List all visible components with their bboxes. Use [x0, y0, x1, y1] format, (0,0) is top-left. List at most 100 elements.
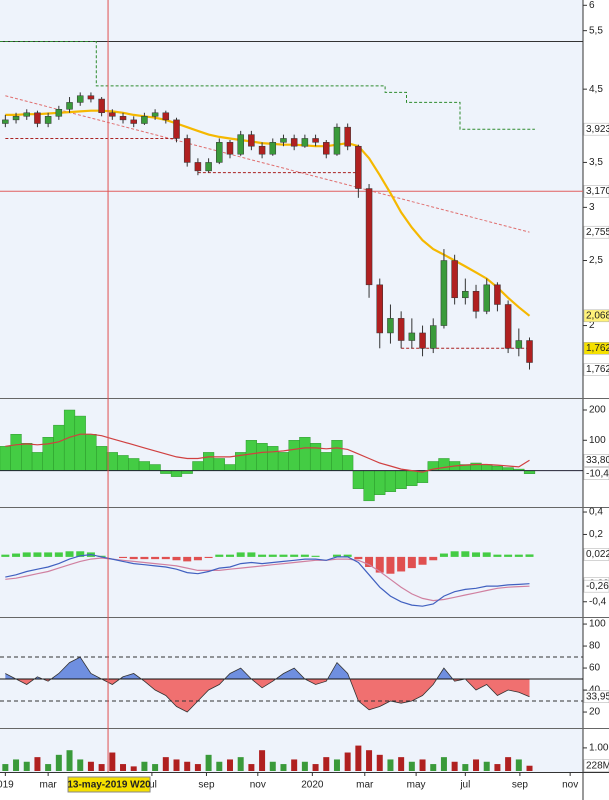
plot-area [0, 409, 583, 502]
volume-bar [387, 759, 394, 771]
histogram-bar [320, 452, 332, 471]
volume-bar [269, 761, 276, 771]
histogram-bar [21, 443, 33, 471]
candle-body [173, 119, 180, 139]
line [5, 557, 530, 602]
histogram-bar [140, 556, 149, 560]
y-tick-label: 6 [589, 0, 595, 11]
volume-bar [87, 761, 94, 771]
histogram-bar [236, 552, 245, 557]
candle-body [494, 284, 501, 305]
histogram-bar [514, 554, 523, 557]
panel: 100 80 60 40 20 33,95 [0, 619, 609, 718]
price-marker-box [583, 467, 609, 480]
histogram-bar [151, 556, 160, 560]
histogram-bar [258, 554, 267, 557]
histogram-bar [300, 554, 309, 557]
histogram-bar [53, 424, 65, 471]
volume-bar [301, 761, 308, 771]
volume-bar [398, 757, 405, 771]
histogram-bar [311, 555, 320, 557]
plot-area [0, 40, 583, 370]
histogram-bar [352, 470, 364, 489]
resistance-line [0, 41, 535, 130]
volume-bar [2, 764, 9, 771]
price-marker-box [583, 690, 609, 703]
price-marker-box [583, 225, 609, 239]
volume-bar [355, 745, 362, 771]
price-marker-label: -0,261 [586, 581, 609, 592]
histogram-bar [215, 554, 224, 557]
price-marker-box [583, 363, 609, 376]
price-marker-label: 33,95 [586, 691, 609, 702]
histogram-bar [384, 470, 397, 492]
y-tick-label: 5,5 [589, 25, 603, 36]
volume-bar [205, 754, 212, 771]
volume-bar [45, 764, 52, 771]
y-tick-label: 0,4 [589, 507, 603, 518]
histogram-bar [204, 556, 213, 559]
line [5, 109, 531, 317]
candle-body [12, 116, 20, 121]
histogram-bar [44, 552, 53, 557]
histogram-bar [375, 556, 384, 573]
volume-bar [130, 766, 137, 771]
histogram-bar [342, 455, 354, 471]
candle-body [87, 95, 95, 100]
volume-bar [430, 764, 437, 771]
plot-background [0, 0, 583, 772]
candle-body [355, 145, 362, 189]
price-marker-box [583, 122, 609, 136]
candle-body [205, 162, 212, 172]
histogram-bar [0, 446, 11, 471]
rsi-fill-below [5, 679, 530, 712]
histogram-bar [193, 556, 202, 561]
price-marker-label: 3,923 [586, 124, 609, 135]
volume-bar [312, 764, 319, 771]
histogram-bar [161, 556, 170, 560]
histogram-bar [192, 461, 204, 471]
candle-body [98, 98, 105, 114]
histogram-bar [331, 440, 343, 471]
candle-body [462, 290, 469, 299]
volume-bar [280, 764, 287, 771]
volume-bar [216, 761, 223, 771]
volume-bar [376, 754, 383, 771]
histogram-bar [407, 556, 416, 569]
volume-bar [248, 764, 255, 771]
candle-body [301, 138, 309, 147]
candle-body [151, 112, 159, 117]
price-marker-label: 1,762 [586, 343, 609, 354]
histogram-bar [279, 554, 288, 557]
candle-body [23, 112, 30, 117]
volume-bar [55, 754, 62, 771]
y-tick-label: 20 [589, 707, 601, 718]
price-marker-label: 2,755 [586, 227, 609, 238]
price-marker-box [583, 185, 609, 198]
candle-body [376, 284, 384, 334]
price-marker-box [583, 759, 609, 772]
volume-bar [473, 759, 480, 771]
histogram-bar [149, 464, 161, 471]
histogram-bar [172, 556, 181, 561]
histogram-bar [213, 458, 225, 471]
x-tick-label: nov [250, 780, 266, 791]
x-tick-label: 019 [0, 780, 14, 791]
y-tick-label: 2,5 [589, 255, 603, 266]
plot-area [0, 656, 583, 713]
histogram-bar [247, 552, 256, 557]
histogram-bar [395, 470, 407, 489]
volume-bar [505, 757, 512, 771]
y-tick-label: 80 [589, 641, 601, 652]
volume-bar [194, 764, 201, 771]
candle-body [141, 116, 148, 124]
panel: 200 100 33,80 -10,49 [0, 405, 609, 502]
volume-bar [483, 761, 490, 771]
histogram-bar [267, 446, 279, 471]
histogram-bar [406, 470, 418, 486]
histogram-bar [439, 553, 448, 557]
candle-body [55, 109, 63, 117]
candle-body [344, 126, 351, 147]
y-tick-label: 2 [589, 320, 595, 331]
histogram-bar [397, 556, 406, 572]
